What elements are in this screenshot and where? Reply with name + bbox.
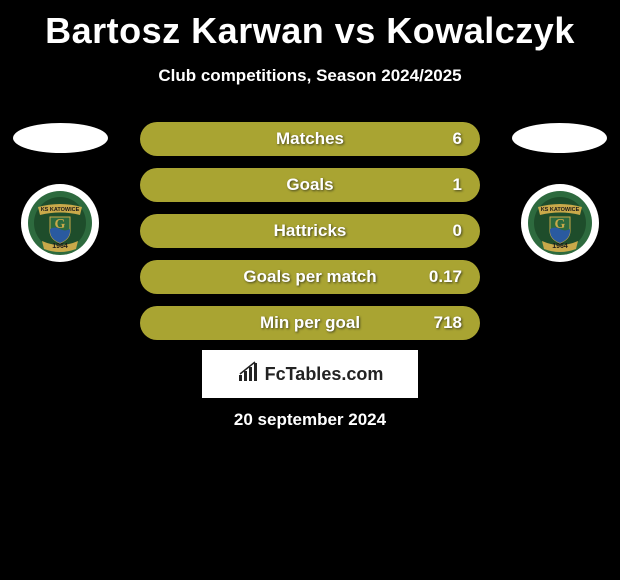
stat-value-right: 0 — [453, 221, 462, 241]
svg-text:KS KATOWICE: KS KATOWICE — [541, 207, 580, 213]
club-badge-right: KS KATOWICE G 1964 — [520, 183, 600, 263]
player-right-placeholder — [512, 123, 607, 153]
subtitle: Club competitions, Season 2024/2025 — [0, 66, 620, 86]
stat-label: Hattricks — [158, 221, 462, 241]
stat-row: Hattricks 0 — [140, 214, 480, 248]
svg-text:G: G — [55, 217, 66, 232]
stat-value-right: 1 — [453, 175, 462, 195]
stat-value-right: 0.17 — [429, 267, 462, 287]
stat-label: Min per goal — [158, 313, 462, 333]
stat-row: Matches 6 — [140, 122, 480, 156]
stat-label: Matches — [158, 129, 462, 149]
page-title: Bartosz Karwan vs Kowalczyk — [0, 0, 620, 52]
club-badge-left: KS KATOWICE G 1964 — [20, 183, 100, 263]
stat-label: Goals per match — [158, 267, 462, 287]
brand-box: FcTables.com — [202, 350, 418, 398]
stat-row: Min per goal 718 — [140, 306, 480, 340]
date-text: 20 september 2024 — [0, 410, 620, 430]
stat-row: Goals per match 0.17 — [140, 260, 480, 294]
stats-list: Matches 6 Goals 1 Hattricks 0 Goals per … — [140, 122, 480, 352]
stat-value-right: 6 — [453, 129, 462, 149]
svg-text:1964: 1964 — [552, 243, 568, 250]
player-left-placeholder — [13, 123, 108, 153]
brand-text: FcTables.com — [265, 364, 384, 385]
svg-text:G: G — [555, 217, 566, 232]
stat-value-right: 718 — [434, 313, 462, 333]
svg-text:1964: 1964 — [52, 243, 68, 250]
stat-label: Goals — [158, 175, 462, 195]
svg-text:KS KATOWICE: KS KATOWICE — [41, 207, 80, 213]
brand-chart-icon — [237, 361, 259, 388]
stat-row: Goals 1 — [140, 168, 480, 202]
